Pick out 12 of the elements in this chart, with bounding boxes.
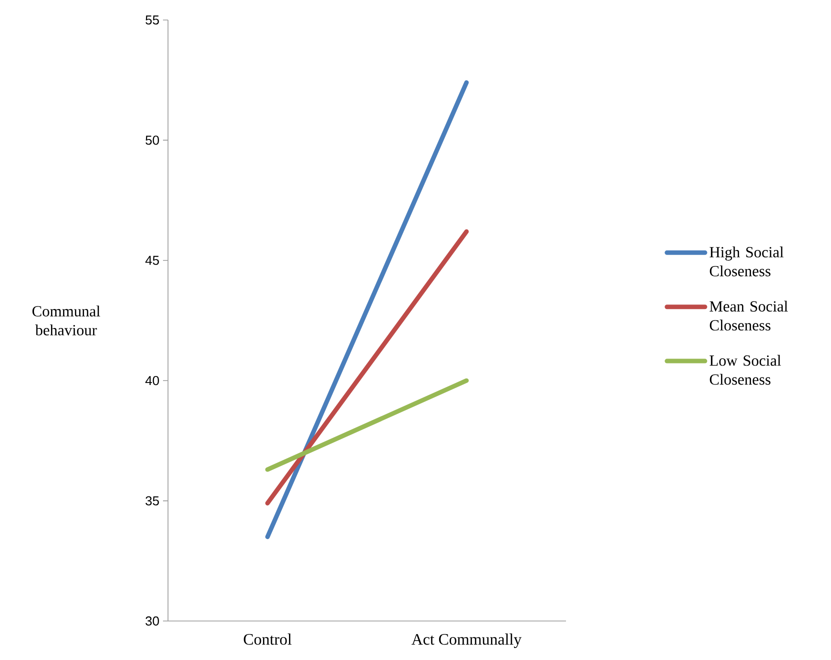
y-tick-label: 50 — [146, 136, 159, 145]
y-tick-label: 30 — [146, 616, 159, 626]
legend-label: Mean Social Closeness — [710, 300, 788, 331]
legend-label: High Social Closeness — [710, 246, 784, 276]
x-tick-label: Act Communally — [412, 634, 522, 648]
y-tick-label: 55 — [146, 15, 159, 25]
y-tick-label: 45 — [145, 256, 159, 265]
legend-label: Low Social Closeness — [710, 354, 781, 385]
y-tick-label: 40 — [145, 376, 159, 386]
y-axis-title: Communal behaviour — [32, 306, 100, 336]
x-tick-label: Control — [244, 634, 292, 645]
y-tick-label: 35 — [146, 496, 159, 506]
